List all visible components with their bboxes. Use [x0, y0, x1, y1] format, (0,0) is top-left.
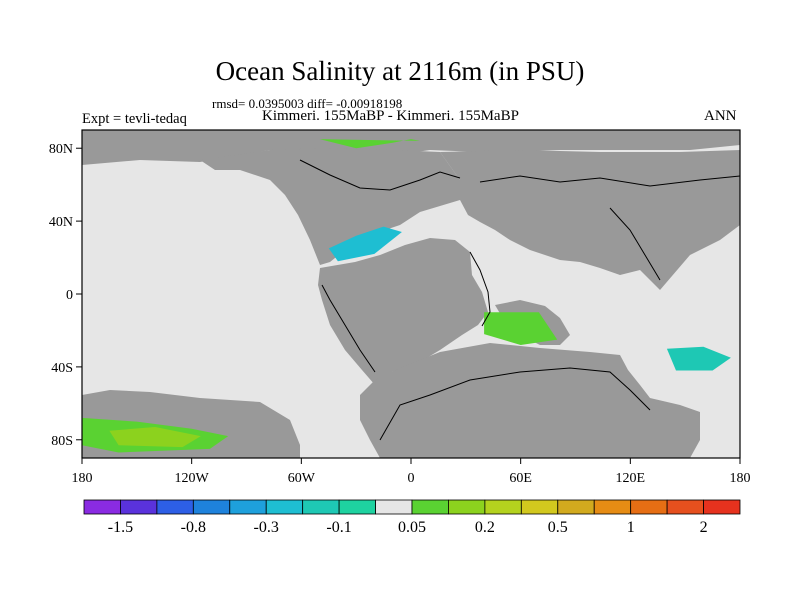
coastline-south-america: [321, 284, 376, 373]
colorbar-box: [703, 499, 741, 515]
y-tick-label: 40S: [51, 361, 73, 376]
land-arctic: [82, 130, 740, 165]
colorbar-label: -1.5: [108, 519, 133, 536]
anomaly-indian-south: [666, 346, 731, 371]
colorbar-box: [411, 499, 449, 515]
x-tick-label: 120E: [616, 471, 646, 486]
y-tick-label: 40N: [49, 215, 73, 230]
colorbar-box: [593, 499, 632, 515]
coastlines: [299, 159, 740, 441]
colorbar-label: -0.1: [326, 519, 351, 536]
x-tick-label: 120W: [175, 471, 210, 486]
y-tick-label: 80S: [51, 434, 73, 449]
land-eurasia: [440, 150, 740, 290]
map-title: Ocean Salinity at 2116m (in PSU): [215, 56, 585, 86]
coastline-africa: [469, 251, 491, 327]
colorbar-box: [484, 499, 522, 515]
y-tick-label: 80N: [49, 142, 73, 157]
colorbar-box: [83, 499, 121, 515]
anomaly-layer: [82, 139, 731, 453]
colorbar-box: [375, 499, 413, 515]
colorbar-box: [520, 499, 559, 515]
x-tick-label: 60E: [509, 471, 532, 486]
coastline-antarctica: [379, 367, 651, 441]
x-tick-label: 60W: [288, 471, 316, 486]
experiment-label: Expt = tevli-tedaq: [82, 111, 187, 127]
coastline-north: [299, 159, 461, 191]
colorbar-label: 0.2: [475, 519, 495, 536]
colorbar-box: [338, 499, 376, 515]
runs-label: Kimmeri. 155MaBP - Kimmeri. 155MaBP: [262, 108, 519, 124]
colorbar-label: -0.3: [254, 519, 279, 536]
colorbar-box: [120, 499, 158, 515]
colorbar: -1.5 -0.8 -0.3 -0.1 0.05 0.2 0.5 1 2: [83, 499, 741, 536]
colorbar-label: -0.8: [181, 519, 206, 536]
anomaly-tethys-west: [328, 226, 402, 262]
colorbar-box: [229, 499, 267, 515]
coastline-eurasia: [479, 175, 740, 187]
colorbar-label: 0.5: [548, 519, 568, 536]
x-tick-label: 180: [730, 471, 751, 486]
colorbar-label: 0.05: [398, 519, 426, 536]
colorbar-box: [156, 499, 194, 515]
land-south-america-africa: [318, 238, 488, 385]
anomaly-arctic-north-atlantic: [319, 139, 421, 149]
colorbar-label: 1: [627, 519, 635, 536]
x-tick-label: 180: [72, 471, 93, 486]
colorbar-box: [557, 499, 595, 515]
x-tick-label: 0: [408, 471, 415, 486]
land-antarctica-australia: [360, 343, 700, 458]
coastline-east-asia: [609, 207, 661, 281]
colorbar-label: 2: [700, 519, 708, 536]
land-north-america: [200, 148, 460, 265]
axes: 180 120W 60W 0 60E 120E 180 80N 40N 0 40S 80S: [49, 142, 751, 486]
colorbar-box: [666, 499, 704, 515]
anomaly-tethys-south: [484, 312, 558, 345]
colorbar-box: [302, 499, 340, 515]
season-label: ANN: [704, 108, 737, 124]
colorbar-box: [192, 499, 231, 515]
colorbar-box: [630, 499, 668, 515]
colorbar-box: [265, 499, 304, 515]
stats-label: rmsd= 0.0395003 diff= -0.00918198: [212, 96, 403, 111]
y-tick-label: 0: [66, 288, 73, 303]
colorbar-box: [448, 499, 486, 515]
anomaly-south-pacific-core: [109, 427, 201, 448]
